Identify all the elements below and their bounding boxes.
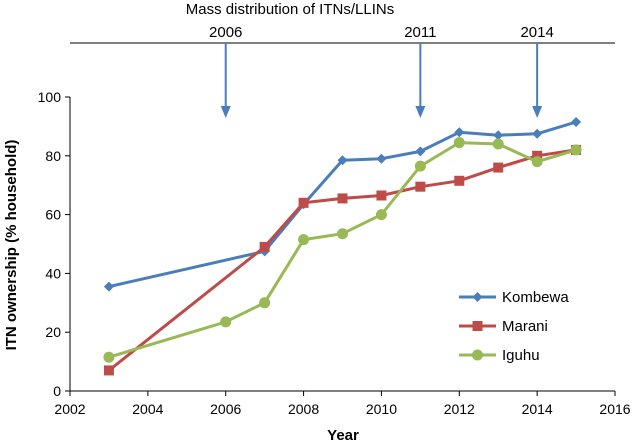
legend-item-iguhu: Iguhu [459,347,540,364]
legend-swatch-marker [472,292,483,302]
legend: Kombewa Marani Iguhu [459,289,569,364]
y-tick-label: 20 [45,324,61,340]
chart-title: Mass distribution of ITNs/LLINs [186,1,394,18]
event-label-2011: 2011 [404,24,436,41]
legend-item-kombewa: Kombewa [459,289,569,306]
data-point-marani [337,193,348,204]
data-point-marani [259,241,270,252]
x-axis-title: Year [327,427,359,444]
y-tick-label: 40 [45,265,61,281]
y-tick-label: 60 [45,207,61,223]
data-point-iguhu [453,137,465,149]
data-point-kombewa [454,127,465,138]
legend-label: Kombewa [502,289,569,306]
x-tick-label: 2004 [132,401,163,417]
y-tick-label: 0 [53,383,61,399]
data-point-iguhu [337,228,348,240]
series-kombewa [103,116,582,292]
y-axis: 0 20 40 60 80 100 [38,89,71,399]
data-point-kombewa [493,130,504,141]
series-marani [103,144,582,376]
data-point-kombewa [571,116,582,127]
event-arrow-head [220,106,231,118]
legend-swatch-marker [472,349,483,361]
series-line-kombewa [108,120,577,289]
data-point-marani [415,181,426,192]
data-point-kombewa [415,146,426,157]
data-point-iguhu [220,316,232,328]
data-point-iguhu [414,160,426,172]
x-tick-label: 2008 [288,401,319,417]
data-point-kombewa [376,153,387,164]
legend-item-marani: Marani [459,318,548,335]
data-point-iguhu [103,351,115,363]
x-tick-label: 2002 [54,401,85,417]
data-point-kombewa [532,128,543,139]
data-point-marani [532,150,543,161]
event-arrow-head [532,106,543,118]
data-point-marani [376,190,387,201]
legend-swatch-marker [472,321,483,331]
data-point-iguhu [298,234,310,246]
x-axis: 2002 2004 2006 2008 2010 2012 2014 2016 [54,390,631,417]
data-point-marani [103,365,114,376]
data-point-iguhu [259,297,271,309]
series-group [103,116,582,376]
data-point-iguhu [531,156,543,168]
event-label-2006: 2006 [209,24,242,41]
data-point-kombewa [337,155,348,166]
event-arrow-head [415,106,426,118]
x-tick-label: 2010 [366,401,397,417]
x-tick-label: 2016 [599,401,630,417]
data-point-iguhu [492,138,504,150]
distribution-events: 2006 2011 2014 [209,24,554,118]
x-tick-label: 2006 [210,401,241,417]
x-tick-label: 2014 [522,401,553,417]
event-label-2014: 2014 [520,24,553,41]
x-tick-label: 2012 [444,401,475,417]
data-point-iguhu [570,144,582,156]
legend-label: Iguhu [502,347,540,364]
data-point-marani [298,197,309,208]
legend-label: Marani [502,318,548,335]
y-tick-label: 100 [38,89,62,105]
data-point-iguhu [375,209,387,221]
data-point-marani [493,162,504,173]
series-iguhu [103,137,582,363]
y-tick-label: 80 [45,148,61,164]
data-point-kombewa [103,281,114,292]
y-axis-title: ITN ownership (% household) [3,140,20,351]
data-point-marani [454,175,465,186]
